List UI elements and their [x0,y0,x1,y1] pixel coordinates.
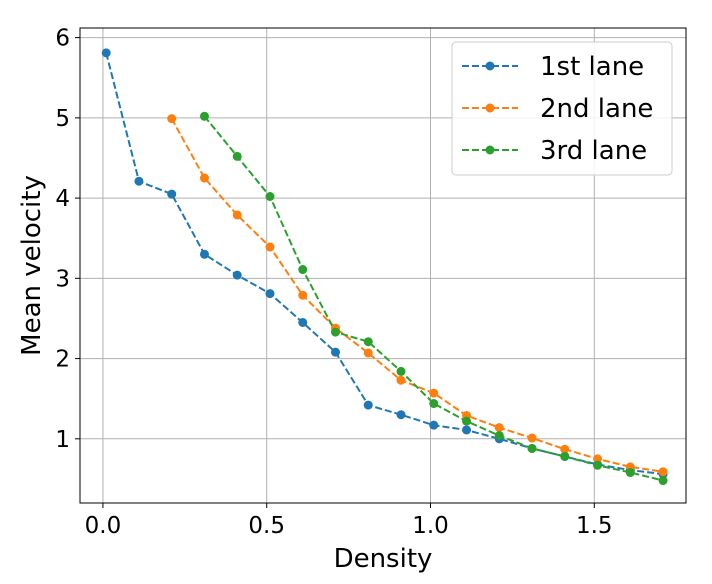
data-point [199,111,209,121]
data-point [396,375,406,385]
x-tick-label: 0.5 [248,513,285,539]
data-point [331,347,341,357]
y-tick-label: 4 [55,186,70,212]
data-point [265,191,275,201]
legend-marker [485,145,495,155]
legend: 1st lane 2nd lane 3rd lane [451,41,673,176]
data-point [167,189,177,199]
data-point [658,476,668,486]
data-point [462,425,472,435]
data-point [363,348,373,358]
data-point [331,327,341,337]
series-3 [199,111,668,486]
x-tick-label: 1.5 [576,513,613,539]
data-point [560,444,570,454]
legend-label: 1st lane [540,52,644,82]
legend-label: 3rd lane [540,136,647,166]
data-point [396,410,406,420]
x-axis-label: Density [334,544,433,574]
grid [80,28,686,503]
legend-item: 3rd lane [462,136,647,166]
data-point [396,366,406,376]
series-line [170,118,664,473]
legend-label: 2nd lane [540,94,653,124]
data-point [199,249,209,259]
legend-marker [485,103,495,113]
y-tick-label: 6 [55,26,70,52]
data-point [199,173,209,183]
ticks: 0.0 0.5 1.0 1.5 1 2 3 4 5 6 [55,26,612,539]
y-tick-label: 5 [55,106,70,132]
legend-box [451,41,673,176]
series-layer [101,48,668,486]
y-tick-label: 2 [55,347,70,373]
y-axis-label: Mean velocity [17,175,47,356]
x-tick-label: 1.0 [412,513,449,539]
legend-item: 1st lane [462,52,644,82]
data-point [265,289,275,299]
data-point [232,210,242,220]
data-point [298,317,308,327]
data-point [429,399,439,409]
data-point [658,467,668,477]
data-point [429,420,439,430]
data-point [494,423,504,433]
legend-marker [485,61,495,71]
y-tick-label: 3 [55,266,70,292]
data-point [363,400,373,410]
data-point [363,337,373,347]
legend-item: 2nd lane [462,94,653,124]
data-point [298,265,308,275]
data-point [101,48,111,58]
data-point [494,431,504,441]
plot-frame [79,27,687,504]
y-tick-label: 1 [55,427,70,453]
data-point [134,176,144,186]
series-line [203,115,664,482]
data-point [593,454,603,464]
data-point [298,290,308,300]
data-point [232,270,242,280]
data-point [527,443,537,453]
data-point [625,468,635,478]
data-point [167,114,177,124]
data-point [429,388,439,398]
data-point [265,242,275,252]
data-point [232,151,242,161]
x-tick-label: 0.0 [85,513,122,539]
data-point [560,451,570,461]
data-point [462,416,472,426]
data-point [593,460,603,470]
data-point [527,433,537,443]
